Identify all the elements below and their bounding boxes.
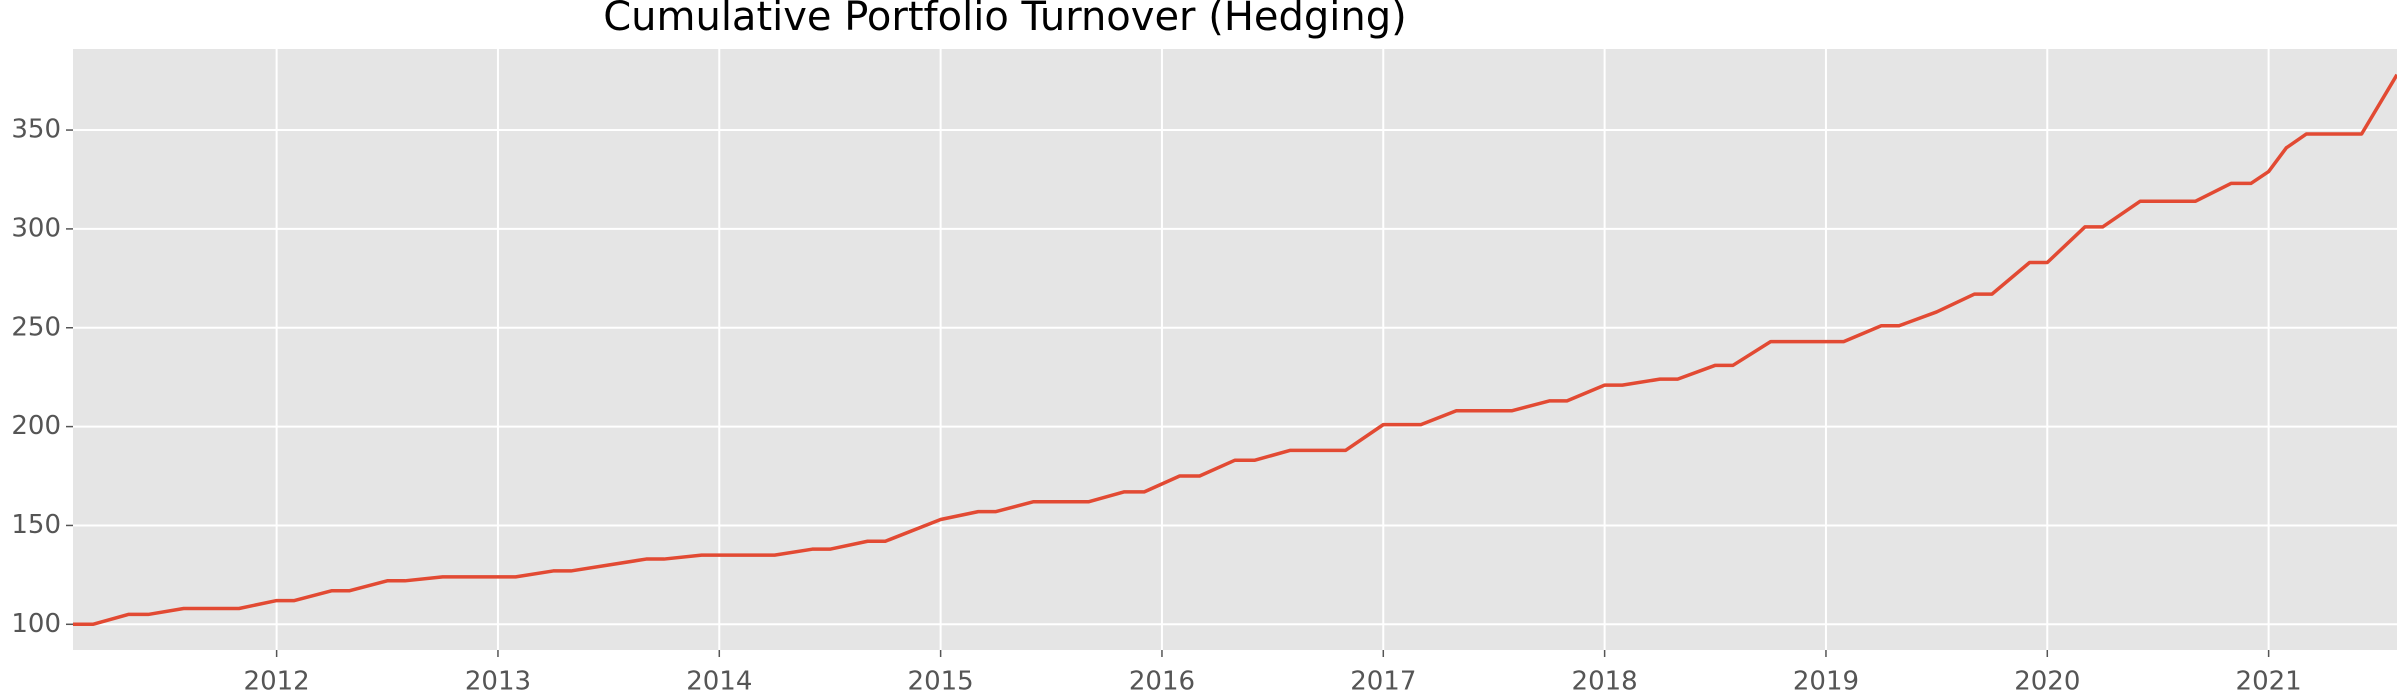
chart-title: Cumulative Portfolio Turnover (Hedging)	[603, 0, 1407, 40]
x-tick-label: 2019	[1793, 667, 1859, 697]
x-tick-label: 2015	[908, 667, 974, 697]
y-tick-label: 300	[11, 213, 61, 243]
data-line	[73, 73, 2397, 627]
y-tick-label: 200	[11, 411, 61, 441]
y-tick-label: 250	[11, 312, 61, 342]
x-tick-label: 2018	[1572, 667, 1638, 697]
y-tick-label: 100	[11, 609, 61, 639]
plot-area	[73, 49, 2397, 650]
x-tick-label: 2016	[1129, 667, 1195, 697]
x-tick-label: 2017	[1350, 667, 1416, 697]
x-tick-label: 2013	[465, 667, 531, 697]
y-tick-label: 350	[11, 115, 61, 145]
x-tick-label: 2020	[2014, 667, 2080, 697]
x-tick-label: 2021	[2236, 667, 2302, 697]
x-tick-label: 2012	[244, 667, 310, 697]
y-tick-label: 150	[11, 510, 61, 540]
x-tick-label: 2014	[686, 667, 752, 697]
